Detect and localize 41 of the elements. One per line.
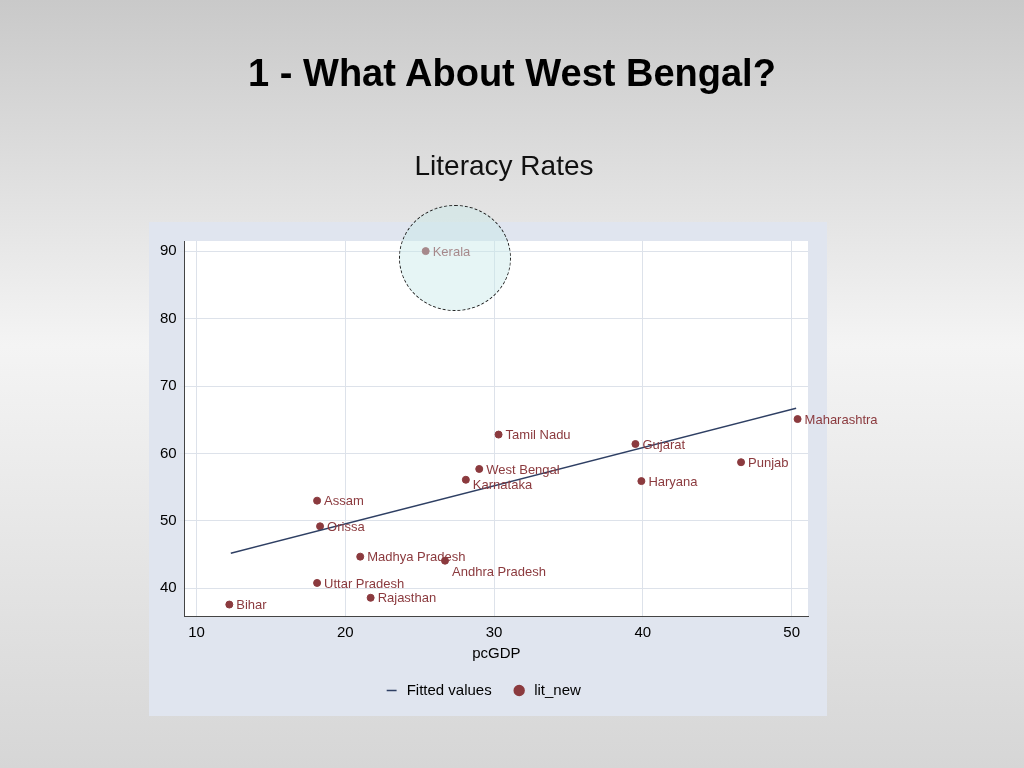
point [316,522,325,531]
legend-label: Fitted values [406,680,492,698]
annotation: Andhra Pradesh [452,564,546,580]
point [421,247,430,256]
y-tick-label: 80 [160,308,177,326]
annotation: Tamil Nadu [505,427,571,443]
point [494,430,503,439]
annotation: Rajasthan [377,590,437,606]
x-tick-label: 10 [188,623,205,641]
annotation: Punjab [748,454,789,470]
x-tick-label: 50 [783,623,800,641]
y-tick-label: 40 [160,578,177,596]
point [631,440,640,449]
point [793,415,802,424]
legend-label: lit_new [534,680,582,698]
point [225,600,234,609]
x-tick-label: 40 [634,623,652,641]
annotation: Kerala [432,243,472,259]
chart-subtitle: Literacy Rates [413,150,595,182]
annotation: West Bengal [486,461,560,477]
x-tick-label: 20 [337,623,354,641]
point [366,593,375,602]
point [737,458,746,467]
point [461,475,470,484]
annotation: Haryana [648,473,699,489]
y-tick-label: 50 [160,511,177,529]
point [637,477,646,486]
annotation: Assam [324,493,364,509]
annotation: Uttar Pradesh [324,575,405,591]
y-tick-label: 90 [160,241,177,259]
point [313,496,322,505]
x-tick-label: 30 [485,623,503,641]
x-axis-title: pcGDP [472,644,521,662]
annotation: Bihar [236,597,268,613]
point [313,578,322,587]
annotation: Maharashtra [804,411,879,427]
chart-title: 1 - What About West Bengal? [247,52,777,95]
y-tick-label: 70 [160,376,177,394]
y-tick-label: 60 [160,443,177,461]
point [475,464,484,473]
point [356,552,365,561]
